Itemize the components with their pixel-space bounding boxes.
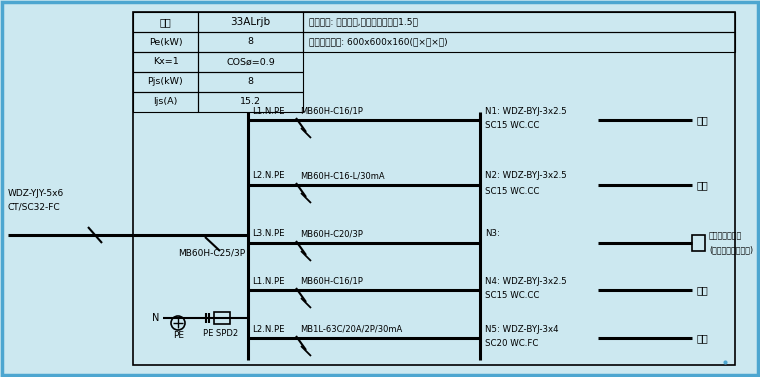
Bar bbox=[133, 12, 198, 32]
Text: 备用: 备用 bbox=[697, 333, 709, 343]
Text: 编号: 编号 bbox=[160, 17, 171, 27]
Text: SC15 WC.CC: SC15 WC.CC bbox=[485, 121, 540, 130]
Bar bbox=[133, 52, 198, 72]
Text: COSø=0.9: COSø=0.9 bbox=[226, 58, 275, 66]
Bar bbox=[214, 312, 230, 324]
Bar bbox=[303, 12, 735, 32]
Text: WDZ-YJY-5x6: WDZ-YJY-5x6 bbox=[8, 188, 65, 198]
Text: N4: WDZ-BYJ-3x2.5: N4: WDZ-BYJ-3x2.5 bbox=[485, 276, 567, 285]
Text: SC20 WC.FC: SC20 WC.FC bbox=[485, 340, 538, 348]
Bar bbox=[133, 92, 198, 112]
Bar bbox=[198, 72, 303, 92]
Text: 8: 8 bbox=[248, 78, 254, 86]
Text: L1.N.PE: L1.N.PE bbox=[252, 106, 285, 115]
Bar bbox=[198, 92, 303, 112]
Text: L1.N.PE: L1.N.PE bbox=[252, 276, 285, 285]
Text: N1: WDZ-BYJ-3x2.5: N1: WDZ-BYJ-3x2.5 bbox=[485, 106, 567, 115]
Text: PE SPD2: PE SPD2 bbox=[203, 328, 238, 337]
Text: N: N bbox=[152, 313, 160, 323]
Text: 人防属务控制柜: 人防属务控制柜 bbox=[709, 231, 743, 241]
Text: N5: WDZ-BYJ-3x4: N5: WDZ-BYJ-3x4 bbox=[485, 325, 559, 334]
Text: 8: 8 bbox=[248, 37, 254, 46]
Text: N3:: N3: bbox=[485, 230, 500, 239]
Text: SC15 WC.CC: SC15 WC.CC bbox=[485, 187, 540, 196]
Bar bbox=[198, 32, 303, 52]
Bar bbox=[133, 72, 198, 92]
Text: L2.N.PE: L2.N.PE bbox=[252, 172, 285, 181]
Bar bbox=[303, 32, 735, 52]
Text: PE: PE bbox=[173, 331, 184, 340]
Text: MB1L-63C/20A/2P/30mA: MB1L-63C/20A/2P/30mA bbox=[300, 325, 402, 334]
Text: 备用: 备用 bbox=[697, 285, 709, 295]
Text: 15.2: 15.2 bbox=[240, 98, 261, 106]
Text: MB60H-C16-L/30mA: MB60H-C16-L/30mA bbox=[300, 172, 385, 181]
Text: N2: WDZ-BYJ-3x2.5: N2: WDZ-BYJ-3x2.5 bbox=[485, 172, 567, 181]
Text: 安装方式: 挂墙安装,柜体底辺距地面1.5米: 安装方式: 挂墙安装,柜体底辺距地面1.5米 bbox=[309, 17, 418, 26]
Text: 插座: 插座 bbox=[697, 180, 709, 190]
Bar bbox=[198, 52, 303, 72]
Text: Pjs(kW): Pjs(kW) bbox=[147, 78, 183, 86]
Text: 照明: 照明 bbox=[697, 115, 709, 125]
Bar bbox=[133, 12, 735, 365]
Text: CT/SC32-FC: CT/SC32-FC bbox=[8, 202, 61, 211]
Text: SC15 WC.CC: SC15 WC.CC bbox=[485, 291, 540, 300]
Bar bbox=[692, 235, 705, 251]
Text: 柜体参考尺寸: 600x600x160(宽×高×深): 柜体参考尺寸: 600x600x160(宽×高×深) bbox=[309, 37, 448, 46]
Text: 33ALrjb: 33ALrjb bbox=[230, 17, 271, 27]
Bar bbox=[133, 32, 198, 52]
Bar bbox=[198, 12, 303, 32]
Text: (由人防门拆了便供): (由人防门拆了便供) bbox=[709, 245, 753, 254]
Text: L3.N.PE: L3.N.PE bbox=[252, 230, 285, 239]
Text: Kx=1: Kx=1 bbox=[153, 58, 179, 66]
Text: Ijs(A): Ijs(A) bbox=[154, 98, 178, 106]
Text: MB60H-C16/1P: MB60H-C16/1P bbox=[300, 276, 363, 285]
Text: MB60H-C20/3P: MB60H-C20/3P bbox=[300, 230, 363, 239]
Text: Pe(kW): Pe(kW) bbox=[149, 37, 182, 46]
Text: MB60H-C25/3P: MB60H-C25/3P bbox=[178, 248, 245, 257]
Text: MB60H-C16/1P: MB60H-C16/1P bbox=[300, 106, 363, 115]
Text: L2.N.PE: L2.N.PE bbox=[252, 325, 285, 334]
